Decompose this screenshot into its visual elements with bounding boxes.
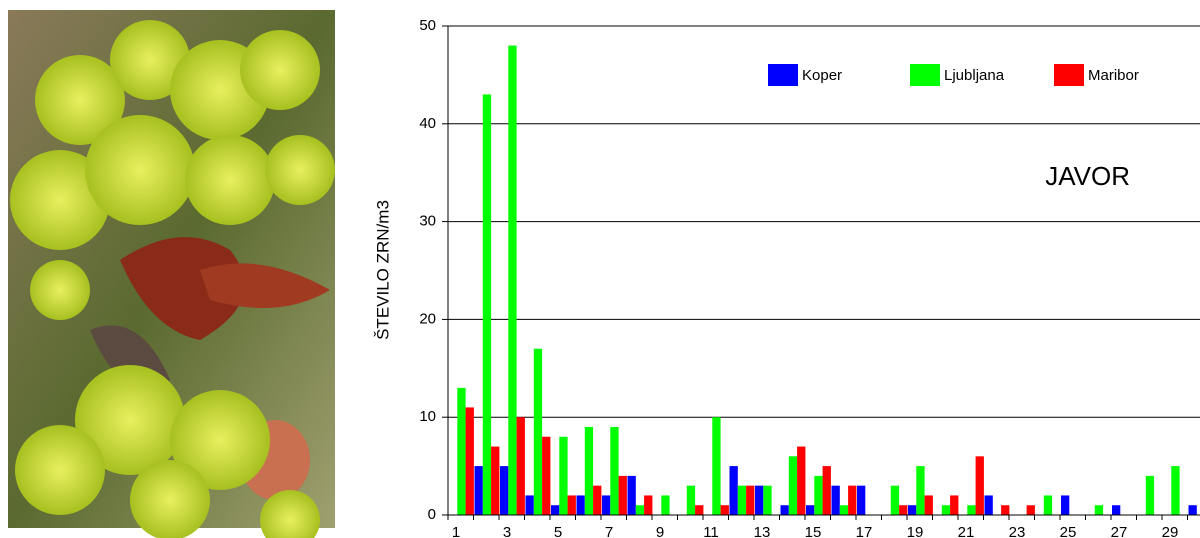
bar [1094, 505, 1104, 515]
bar [814, 475, 823, 515]
bar [457, 387, 466, 515]
x-tick-label: 21 [958, 524, 975, 538]
bar [908, 505, 917, 515]
x-tick-label: 5 [554, 524, 562, 538]
bar [806, 505, 815, 515]
bar [839, 505, 849, 515]
bar [899, 505, 908, 515]
bar [890, 485, 900, 515]
legend-label: Koper [802, 67, 842, 84]
bar [584, 426, 594, 515]
bar [508, 45, 517, 516]
y-tick-label: 20 [419, 310, 436, 327]
bar [1026, 505, 1035, 515]
bar [1145, 475, 1155, 515]
bar [1112, 505, 1121, 515]
x-tick-label: 29 [1162, 524, 1179, 538]
bar [788, 456, 798, 515]
x-tick-label: 25 [1060, 524, 1077, 538]
bar [831, 485, 840, 515]
bar [686, 485, 696, 515]
bar [661, 495, 670, 515]
bar [712, 417, 721, 515]
bar [559, 436, 568, 515]
bar [822, 466, 831, 515]
bar [482, 94, 492, 516]
x-tick-label: 17 [856, 524, 873, 538]
bar [1061, 495, 1070, 515]
bar [924, 495, 933, 515]
bar [1001, 505, 1010, 515]
x-tick-label: 11 [703, 524, 719, 538]
x-tick-label: 27 [1111, 524, 1128, 538]
bar [593, 485, 602, 515]
bar [644, 495, 653, 515]
bar [533, 348, 543, 515]
bar [755, 485, 764, 515]
bar [602, 495, 611, 515]
bar [610, 426, 619, 515]
y-tick-label: 30 [419, 213, 436, 230]
x-tick-label: 1 [452, 524, 460, 538]
bar [848, 485, 857, 515]
photo [8, 10, 335, 538]
legend-label: Ljubljana [944, 67, 1005, 84]
bar [491, 446, 500, 515]
bar [567, 495, 576, 515]
x-tick-label: 3 [503, 524, 511, 538]
bar [551, 505, 560, 515]
bar [797, 446, 806, 515]
bar [780, 505, 789, 515]
bar [465, 407, 474, 515]
bar [635, 505, 645, 515]
bar [1188, 505, 1197, 515]
bar [1043, 495, 1053, 515]
bar [941, 505, 951, 515]
bar [525, 495, 534, 515]
x-tick-label: 23 [1009, 524, 1026, 538]
y-tick-label: 10 [419, 408, 436, 425]
bar [763, 485, 772, 515]
y-tick-label: 40 [419, 115, 436, 132]
bar [729, 466, 738, 515]
x-tick-label: 9 [656, 524, 664, 538]
legend-swatch [1054, 64, 1084, 86]
x-tick-label: 15 [805, 524, 822, 538]
bar [542, 436, 551, 515]
bar [857, 485, 866, 515]
bar [737, 485, 747, 515]
legend-label: Maribor [1088, 67, 1139, 84]
bar [474, 466, 483, 515]
bar [500, 466, 509, 515]
legend-swatch [768, 64, 798, 86]
bar [618, 475, 627, 515]
y-tick-label: 0 [428, 506, 436, 523]
legend-swatch [910, 64, 940, 86]
bar [950, 495, 959, 515]
bar [516, 417, 525, 515]
bar [967, 505, 976, 515]
bar [695, 505, 704, 515]
x-tick-label: 19 [907, 524, 924, 538]
bar [916, 466, 925, 515]
bar [576, 495, 585, 515]
bar [720, 505, 729, 515]
x-tick-label: 13 [754, 524, 771, 538]
bar [746, 485, 755, 515]
annotation: JAVOR [1045, 161, 1130, 191]
bar [1171, 466, 1180, 515]
bar [984, 495, 993, 515]
y-axis-label: ŠTEVILO ZRN/m3 [373, 200, 392, 340]
y-tick-label: 50 [419, 17, 436, 34]
x-tick-label: 7 [605, 524, 613, 538]
bar [627, 475, 636, 515]
bar [975, 456, 984, 515]
